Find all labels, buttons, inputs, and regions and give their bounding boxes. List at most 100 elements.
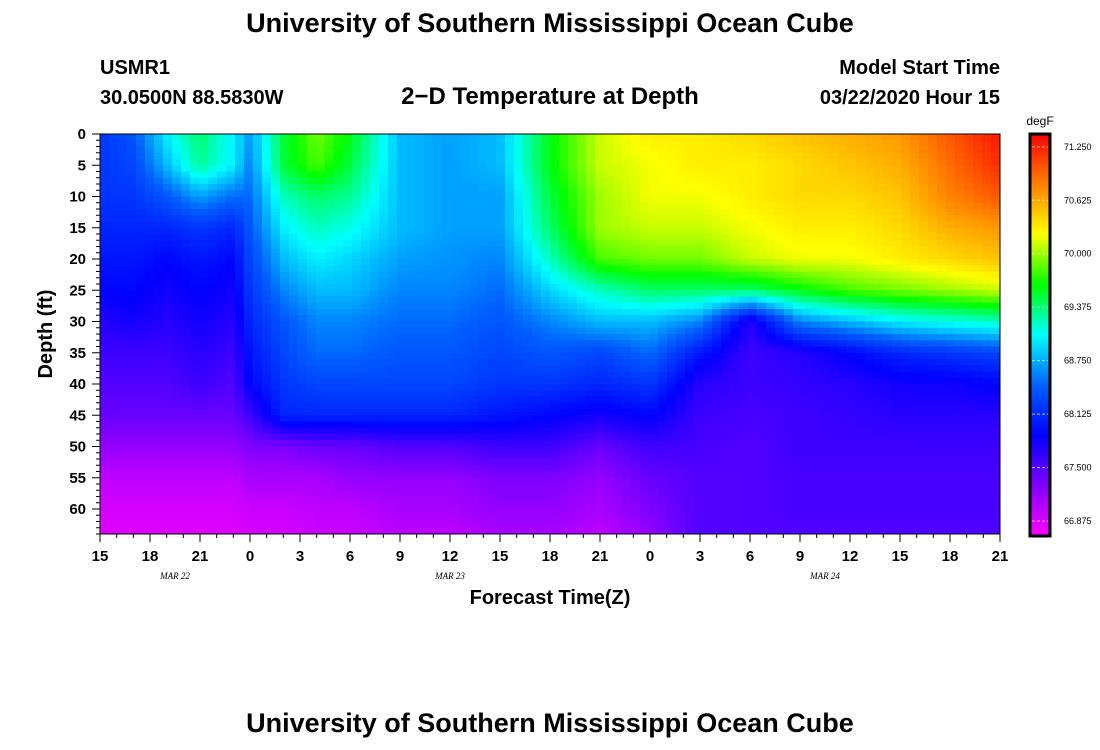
heatmap-cell	[523, 184, 533, 191]
heatmap-cell	[559, 284, 569, 291]
heatmap-cell	[235, 427, 245, 435]
heatmap-cell	[604, 434, 614, 441]
heatmap-cell	[244, 171, 254, 179]
heatmap-cell	[523, 152, 533, 160]
heatmap-cell	[109, 302, 119, 310]
heatmap-cell	[199, 196, 209, 204]
heatmap-cell	[721, 496, 731, 504]
heatmap-cell	[217, 477, 227, 485]
heatmap-cell	[604, 246, 614, 254]
heatmap-cell	[694, 465, 704, 473]
heatmap-cell	[415, 252, 425, 260]
heatmap-cell	[505, 346, 515, 354]
heatmap-cell	[451, 415, 461, 423]
heatmap-cell	[262, 309, 272, 316]
heatmap-cell	[676, 290, 686, 298]
heatmap-cell	[370, 415, 380, 423]
heatmap-cell	[253, 390, 263, 398]
heatmap-cell	[244, 321, 254, 329]
heatmap-cell	[442, 484, 452, 491]
heatmap-cell	[352, 221, 362, 229]
heatmap-cell	[379, 521, 389, 529]
heatmap-cell	[622, 296, 632, 304]
heatmap-cell	[307, 202, 317, 210]
heatmap-cell	[514, 171, 524, 179]
heatmap-cell	[280, 334, 290, 341]
heatmap-cell	[640, 521, 650, 529]
heatmap-cell	[163, 446, 173, 454]
heatmap-cell	[424, 359, 434, 366]
heatmap-cell	[100, 377, 110, 385]
heatmap-cell	[298, 265, 308, 273]
heatmap-cell	[577, 359, 587, 366]
heatmap-cell	[451, 459, 461, 466]
heatmap-cell	[514, 209, 524, 216]
heatmap-cell	[505, 327, 515, 335]
heatmap-cell	[145, 452, 155, 460]
heatmap-cell	[559, 396, 569, 404]
heatmap-cell	[775, 440, 785, 448]
heatmap-cell	[730, 165, 740, 173]
heatmap-cell	[415, 340, 425, 348]
heatmap-cell	[334, 327, 344, 335]
heatmap-cell	[496, 202, 506, 210]
heatmap-cell	[658, 315, 668, 323]
heatmap-cell	[235, 327, 245, 335]
heatmap-cell	[253, 459, 263, 466]
heatmap-cell	[586, 296, 596, 304]
heatmap-cell	[541, 334, 551, 341]
heatmap-cell	[757, 196, 767, 204]
heatmap-cell	[433, 334, 443, 341]
heatmap-cell	[514, 396, 524, 404]
heatmap-cell	[136, 521, 146, 529]
heatmap-cell	[703, 427, 713, 435]
heatmap-cell	[388, 452, 398, 460]
heatmap-cell	[451, 434, 461, 441]
heatmap-cell	[100, 315, 110, 323]
heatmap-cell	[271, 477, 281, 485]
heatmap-cell	[487, 521, 497, 529]
heatmap-cell	[181, 259, 191, 266]
heatmap-cell	[568, 202, 578, 210]
heatmap-cell	[667, 515, 677, 523]
heatmap-cell	[775, 421, 785, 429]
heatmap-cell	[244, 190, 254, 198]
heatmap-cell	[793, 309, 803, 316]
heatmap-cell	[217, 152, 227, 160]
heatmap-cell	[343, 290, 353, 298]
heatmap-cell	[424, 290, 434, 298]
heatmap-cell	[325, 409, 335, 416]
heatmap-cell	[163, 390, 173, 398]
heatmap-cell	[406, 340, 416, 348]
heatmap-cell	[118, 384, 128, 391]
heatmap-cell	[523, 159, 533, 166]
heatmap-cell	[631, 390, 641, 398]
heatmap-cell	[730, 184, 740, 191]
heatmap-cell	[334, 171, 344, 179]
heatmap-cell	[361, 302, 371, 310]
heatmap-cell	[118, 165, 128, 173]
heatmap-cell	[793, 209, 803, 216]
heatmap-cell	[271, 159, 281, 166]
heatmap-cell	[406, 427, 416, 435]
heatmap-cell	[496, 271, 506, 279]
heatmap-cell	[721, 165, 731, 173]
heatmap-cell	[586, 209, 596, 216]
heatmap-cell	[136, 377, 146, 385]
heatmap-cell	[595, 496, 605, 504]
heatmap-cell	[496, 196, 506, 204]
heatmap-cell	[748, 265, 758, 273]
heatmap-cell	[325, 234, 335, 241]
heatmap-cell	[721, 334, 731, 341]
heatmap-cell	[685, 471, 695, 479]
heatmap-cell	[577, 490, 587, 498]
heatmap-cell	[541, 215, 551, 223]
heatmap-cell	[289, 315, 299, 323]
heatmap-cell	[271, 465, 281, 473]
heatmap-cell	[541, 359, 551, 366]
heatmap-cell	[334, 365, 344, 373]
heatmap-cell	[658, 496, 668, 504]
heatmap-cell	[559, 146, 569, 154]
heatmap-cell	[541, 371, 551, 379]
heatmap-cell	[568, 515, 578, 523]
